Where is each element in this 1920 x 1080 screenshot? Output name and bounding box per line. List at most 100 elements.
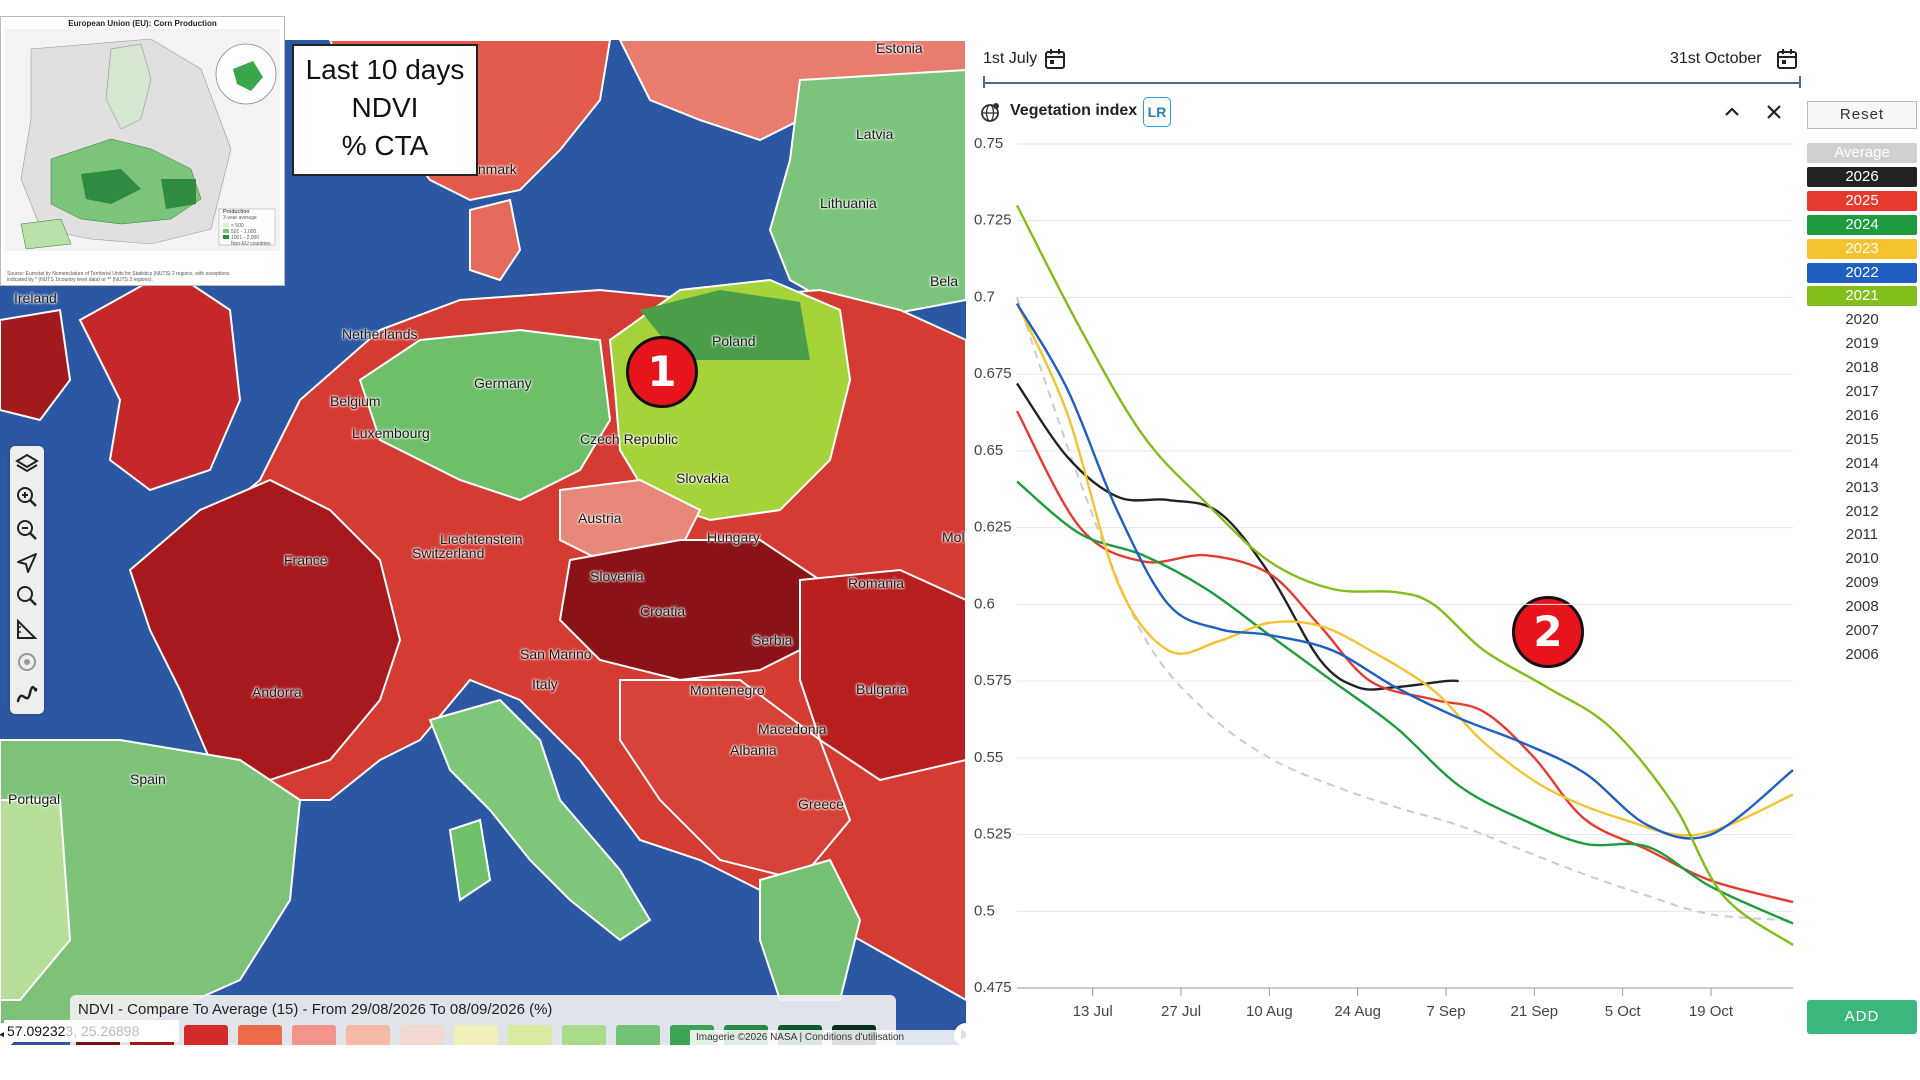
ndvi-legend-swatch <box>400 1025 444 1045</box>
year-toggle-2013[interactable]: 2013 <box>1845 478 1879 496</box>
start-calendar-icon[interactable] <box>1044 48 1066 70</box>
range-end-handle[interactable] <box>1799 76 1801 88</box>
year-toggle-2011[interactable]: 2011 <box>1845 526 1879 544</box>
country-label-moldova: Mol <box>942 529 965 545</box>
vegetation-index-chart[interactable]: 0.475 0.5 0.525 0.55 0.575 0.6 0.625 0.65 0.675 0… <box>968 120 1794 1040</box>
search-icon[interactable] <box>13 582 41 610</box>
lr-badge[interactable]: LR <box>1143 97 1171 127</box>
year-toggle-2024[interactable]: 2024 <box>1807 214 1917 235</box>
inset-legend-item: 1001 - 2,000 <box>231 235 260 241</box>
year-toggle-2022[interactable]: 2022 <box>1807 262 1917 283</box>
end-date-label[interactable]: 31st October <box>1670 50 1762 67</box>
ndvi-legend-swatch <box>184 1025 228 1045</box>
country-label-hungary: Hungary <box>707 529 760 545</box>
y-tick-label: 0.55 <box>974 749 1003 766</box>
inset-title: European Union (EU): Corn Production <box>68 19 217 28</box>
year-toggle-2021[interactable]: 2021 <box>1807 286 1917 307</box>
series-line-2022 <box>1015 302 1794 840</box>
ndvi-legend-swatch <box>616 1025 660 1045</box>
year-toggle-2015[interactable]: 2015 <box>1845 430 1879 448</box>
end-calendar-icon[interactable] <box>1776 48 1798 70</box>
ndvi-legend-swatch <box>508 1025 552 1045</box>
map-toolbar <box>10 446 44 714</box>
map-attribution[interactable]: Imagerie ©2026 NASA | Conditions d'utili… <box>690 1030 972 1045</box>
target-icon[interactable] <box>13 648 41 676</box>
inset-legend-item: 501 - 1,000 <box>231 229 257 235</box>
layers-icon[interactable] <box>13 450 41 478</box>
year-toggle-2018[interactable]: 2018 <box>1845 359 1879 377</box>
series-line-average <box>1016 297 1794 922</box>
zoom-out-icon[interactable] <box>13 516 41 544</box>
year-toggle-2009[interactable]: 2009 <box>1845 574 1879 592</box>
date-range-slider[interactable] <box>983 82 1801 84</box>
coordinate-value: 57.09232 <box>7 1023 66 1039</box>
year-toggle-2010[interactable]: 2010 <box>1845 550 1879 568</box>
year-toggle-2023[interactable]: 2023 <box>1807 238 1917 259</box>
reset-button[interactable]: Reset <box>1807 101 1917 129</box>
measure-icon[interactable] <box>13 615 41 643</box>
year-toggle-2025[interactable]: 2025 <box>1807 190 1917 211</box>
country-label-andorra: Andorra <box>252 684 302 700</box>
y-tick-label: 0.475 <box>974 979 1012 996</box>
year-toggle-2007[interactable]: 2007 <box>1845 622 1879 639</box>
series-line-2025 <box>1015 410 1794 904</box>
add-button[interactable]: ADD <box>1807 1000 1917 1034</box>
start-date-label[interactable]: 1st July <box>983 50 1038 67</box>
country-label-estonia: Estonia <box>876 40 923 56</box>
y-tick-label: 0.6 <box>974 595 995 612</box>
inset-legend-title: Production <box>223 209 250 215</box>
y-tick-label: 0.575 <box>974 672 1012 689</box>
country-label-liechtenstein: Liechtenstein <box>440 531 523 547</box>
ndvi-info-box: Last 10 days NDVI % CTA <box>292 44 478 176</box>
year-toggle-2016[interactable]: 2016 <box>1845 406 1879 424</box>
ndvi-legend-swatch <box>454 1025 498 1045</box>
country-label-germany: Germany <box>474 375 532 391</box>
country-label-luxembourg: Luxembourg <box>352 425 430 441</box>
y-tick-label: 0.725 <box>974 212 1012 229</box>
ndvi-legend-swatch <box>292 1025 336 1045</box>
year-toggle-2017[interactable]: 2017 <box>1845 383 1879 400</box>
country-label-san-marino: San Marino <box>520 646 592 662</box>
country-label-slovenia: Slovenia <box>590 568 644 584</box>
y-tick-label: 0.525 <box>974 826 1012 843</box>
zoom-in-icon[interactable] <box>13 483 41 511</box>
year-toggle-2006[interactable]: 2006 <box>1845 645 1879 663</box>
country-label-portugal: Portugal <box>8 791 61 807</box>
country-label-slovakia: Slovakia <box>676 470 729 486</box>
country-label-belgium: Belgium <box>330 393 381 409</box>
series-line-2024 <box>1016 480 1794 925</box>
y-tick-label: 0.5 <box>974 902 995 919</box>
x-tick-label: 7 Sep <box>1426 1003 1465 1020</box>
year-toggle-2019[interactable]: 2019 <box>1845 335 1879 353</box>
ndvi-map[interactable]: EstoniaLatviaLithuaniaDenmarkBelaUnited … <box>0 40 966 1045</box>
year-toggle-2014[interactable]: 2014 <box>1845 454 1879 472</box>
ndvi-legend-swatch <box>346 1025 390 1045</box>
x-tick-label: 21 Sep <box>1511 1003 1559 1020</box>
globe-pin-icon <box>981 103 999 122</box>
chevron-up-icon[interactable] <box>1720 100 1744 124</box>
ndvi-info-line3: % CTA <box>341 130 429 161</box>
x-tick-label: 13 Jul <box>1073 1003 1113 1020</box>
ndvi-info-line2: NDVI <box>351 92 419 123</box>
year-toggle-2012[interactable]: 2012 <box>1845 502 1879 520</box>
country-label-albania: Albania <box>730 742 777 758</box>
year-toggle-average[interactable]: Average <box>1807 143 1917 163</box>
draw-icon[interactable] <box>13 681 41 709</box>
coordinate-readout: 57.092323, 25.26898 <box>4 1020 179 1042</box>
year-toggle-2026[interactable]: 2026 <box>1807 166 1917 187</box>
locate-arrow-icon[interactable] <box>13 549 41 577</box>
inset-legend-item: < 500 <box>231 223 244 229</box>
ndvi-legend-swatch <box>562 1025 606 1045</box>
close-icon[interactable] <box>1762 100 1786 124</box>
country-label-lithuania: Lithuania <box>820 195 877 211</box>
country-label-montenegro: Montenegro <box>690 682 765 698</box>
country-label-netherlands: Netherlands <box>342 326 418 342</box>
year-toggle-2008[interactable]: 2008 <box>1845 598 1879 616</box>
year-toggle-2020[interactable]: 2020 <box>1845 311 1879 329</box>
range-start-handle[interactable] <box>983 76 985 88</box>
x-tick-label: 5 Oct <box>1605 1003 1642 1020</box>
chart-title: Vegetation index <box>1010 102 1138 119</box>
country-label-greece: Greece <box>798 796 844 812</box>
country-label-czech-republic: Czech Republic <box>580 431 679 447</box>
